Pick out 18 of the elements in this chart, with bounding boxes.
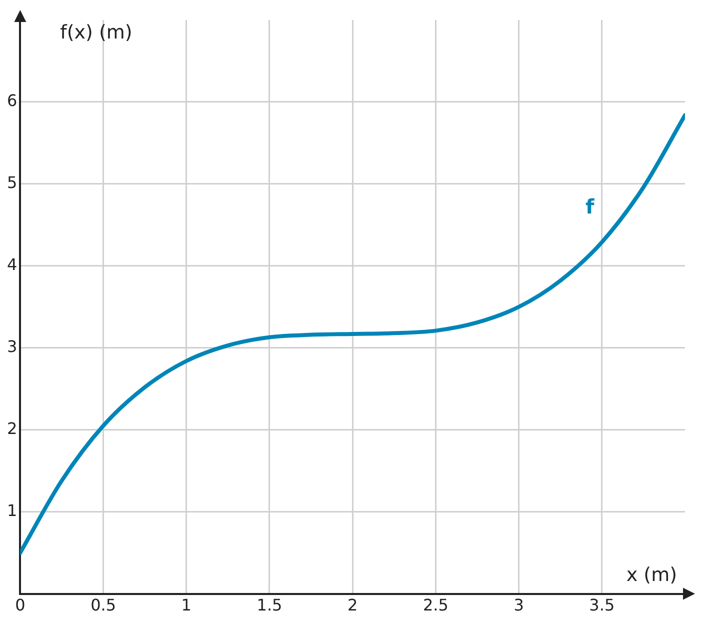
series-label: f: [586, 194, 595, 218]
x-tick-label: 3: [514, 596, 524, 615]
x-tick-label: 1.5: [256, 596, 282, 615]
x-tick-label: 1: [181, 596, 192, 615]
x-tick-label: 0: [15, 596, 26, 615]
y-tick-label: 3: [6, 337, 18, 356]
y-tick-label: 5: [6, 173, 18, 192]
y-axis-title: f(x) (m): [60, 21, 132, 44]
y-tick-label: 2: [6, 419, 18, 438]
line-series: [20, 113, 685, 555]
x-tick-label: 2: [347, 596, 358, 615]
y-tick-label: 6: [6, 91, 18, 110]
x-tick-label: 2.5: [422, 596, 448, 615]
y-tick-label: 4: [6, 255, 18, 274]
x-tick-label: 3.5: [589, 596, 615, 615]
y-tick-label: 1: [6, 500, 18, 520]
x-axis-title: x (m): [626, 564, 677, 586]
x-tick-label: 0.5: [90, 596, 116, 615]
